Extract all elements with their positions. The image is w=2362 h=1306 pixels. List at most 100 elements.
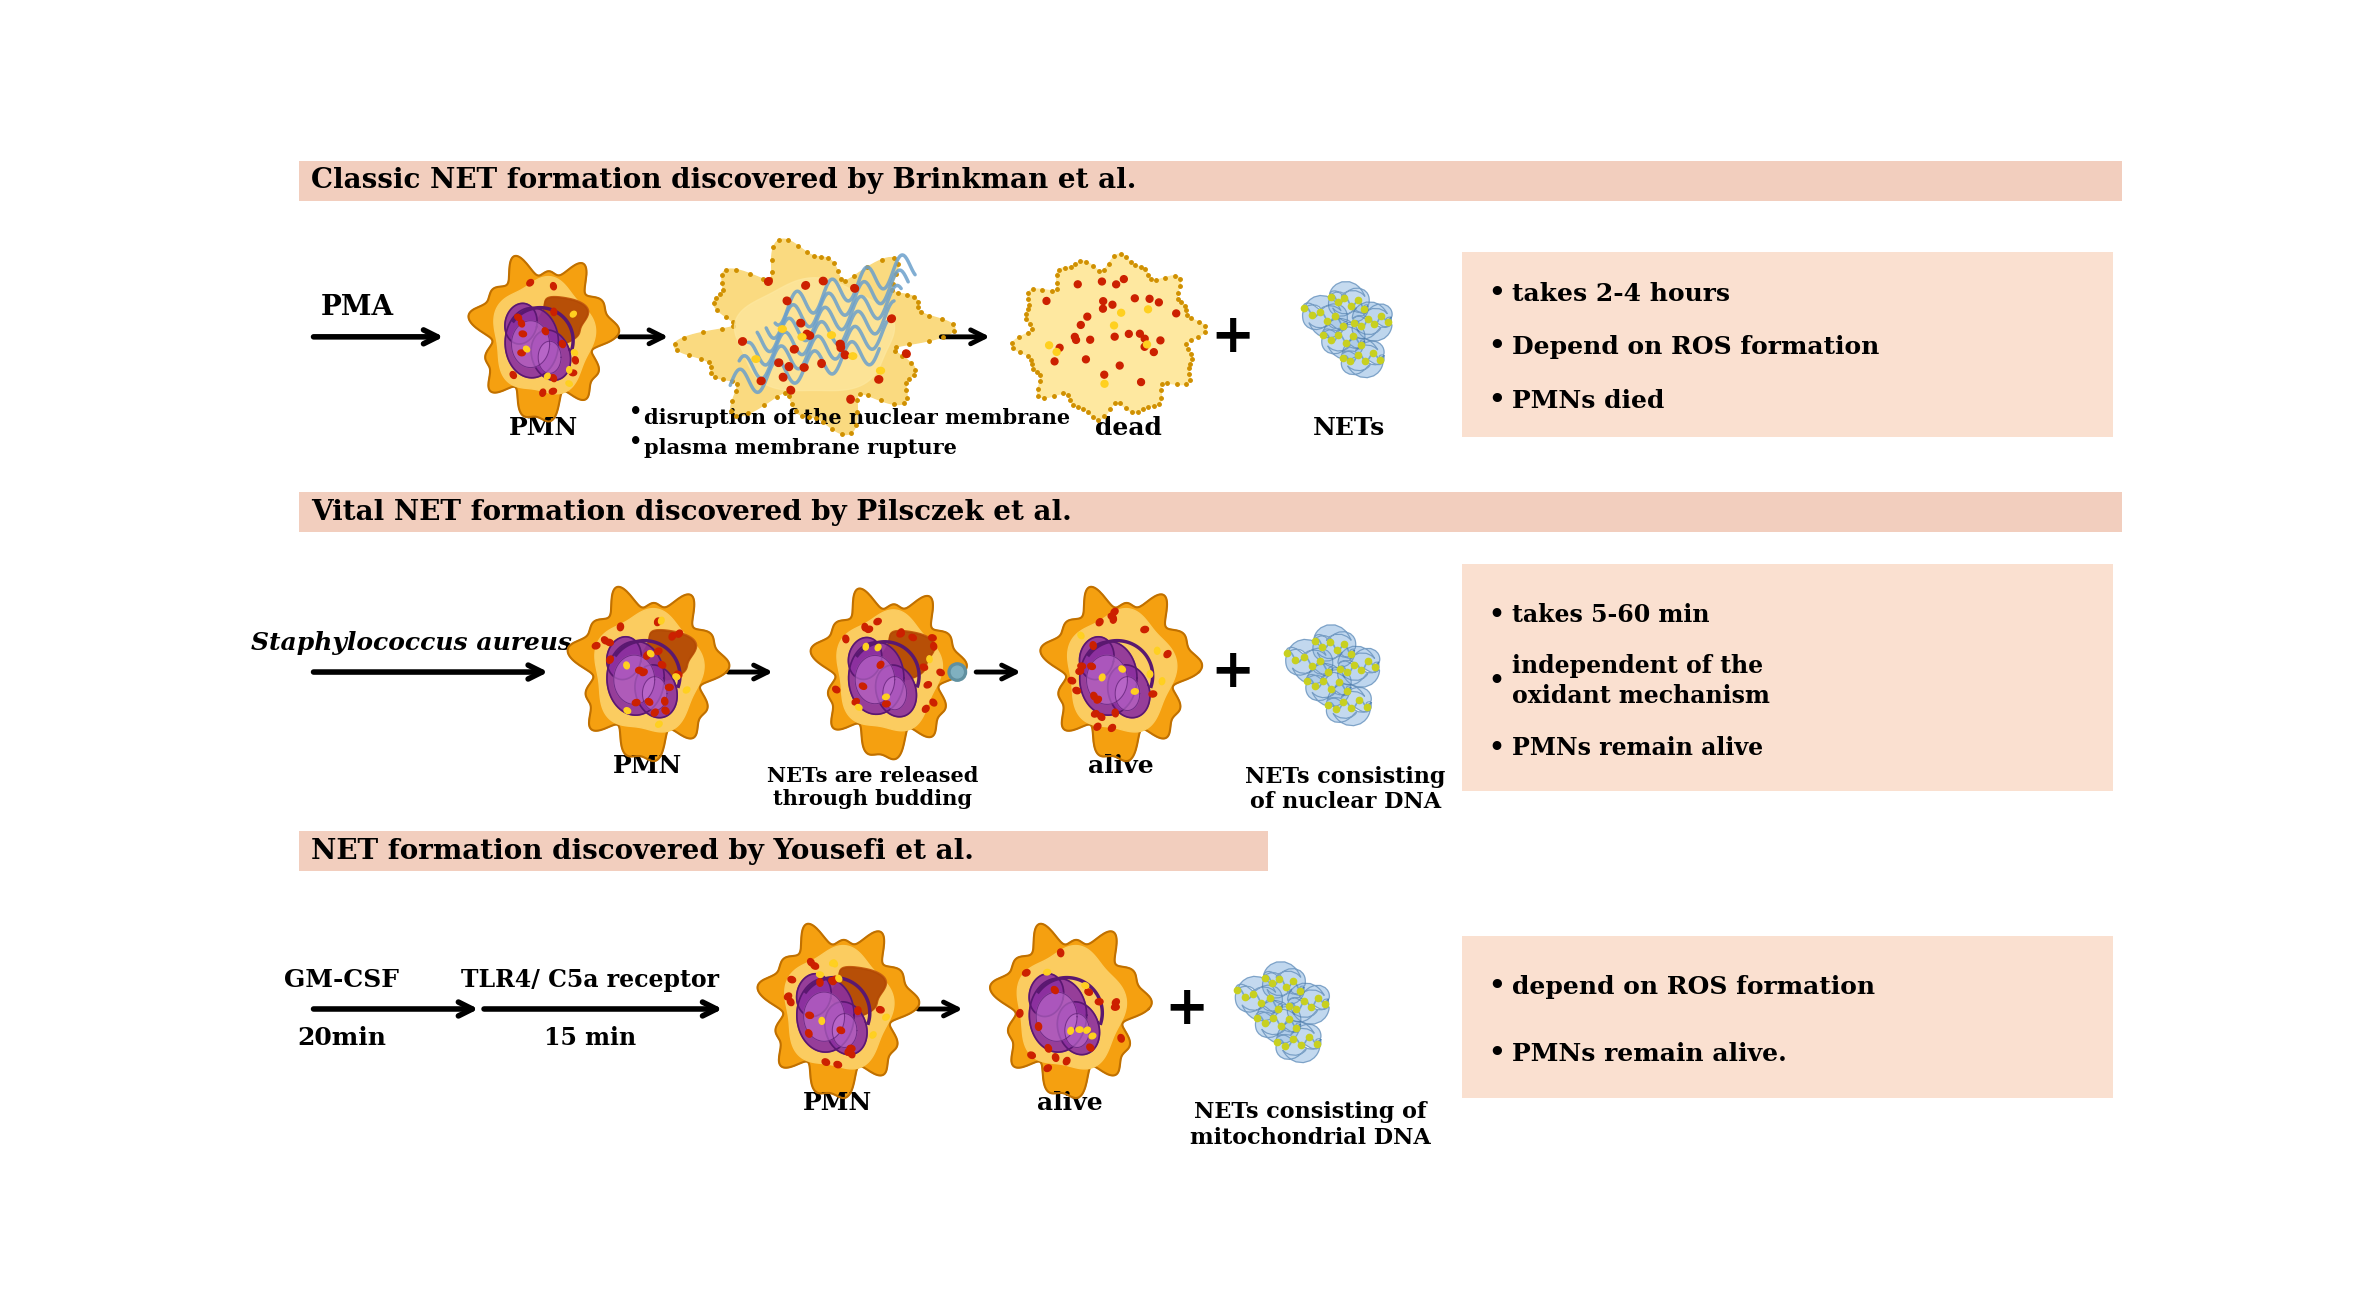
Ellipse shape [1146,306,1153,312]
Ellipse shape [836,1027,846,1033]
Text: depend on ROS formation: depend on ROS formation [1512,974,1875,999]
Ellipse shape [862,623,867,631]
Text: •: • [628,402,642,422]
Polygon shape [1285,640,1332,684]
Polygon shape [607,641,664,716]
Ellipse shape [798,334,805,340]
Text: •: • [1488,602,1505,627]
Ellipse shape [853,699,860,705]
Polygon shape [1011,255,1207,419]
Polygon shape [1351,302,1391,341]
Polygon shape [642,677,666,710]
Ellipse shape [1120,666,1124,673]
Ellipse shape [1077,632,1084,639]
Ellipse shape [546,374,550,379]
Ellipse shape [1077,321,1084,328]
Polygon shape [1327,684,1372,726]
Ellipse shape [676,629,683,637]
Ellipse shape [848,353,857,359]
Text: Depend on ROS formation: Depend on ROS formation [1512,336,1880,359]
Polygon shape [640,629,697,679]
Ellipse shape [647,650,654,657]
Ellipse shape [1068,1028,1072,1034]
Ellipse shape [666,684,673,691]
Polygon shape [595,609,704,731]
Text: Staphylococcus aureus: Staphylococcus aureus [250,631,572,654]
Ellipse shape [1101,306,1105,312]
Ellipse shape [843,635,848,643]
Ellipse shape [805,1029,813,1037]
Ellipse shape [931,643,938,650]
Ellipse shape [829,978,836,985]
Ellipse shape [739,338,746,345]
Ellipse shape [1044,969,1051,974]
Ellipse shape [520,330,527,337]
Ellipse shape [801,364,808,371]
Text: plasma membrane rupture: plasma membrane rupture [645,439,957,458]
Circle shape [947,663,966,682]
Text: 15 min: 15 min [543,1027,635,1050]
Ellipse shape [593,643,600,649]
Polygon shape [803,993,846,1041]
Ellipse shape [1075,281,1082,287]
Ellipse shape [1101,371,1108,379]
Ellipse shape [1089,663,1096,670]
Ellipse shape [924,705,928,712]
Polygon shape [1342,338,1384,377]
Polygon shape [505,303,536,343]
Text: •: • [1488,281,1505,307]
Ellipse shape [1174,310,1179,317]
Text: Classic NET formation discovered by Brinkman et al.: Classic NET formation discovered by Brin… [312,167,1136,195]
Ellipse shape [1113,999,1120,1006]
Polygon shape [1235,977,1283,1021]
Ellipse shape [550,282,557,290]
Text: alive: alive [1089,754,1153,778]
Ellipse shape [864,626,872,632]
Polygon shape [468,256,619,422]
Polygon shape [673,239,954,435]
Ellipse shape [520,320,524,326]
Ellipse shape [1044,298,1049,304]
Ellipse shape [1084,313,1091,320]
Ellipse shape [1110,609,1117,615]
Ellipse shape [1117,362,1124,370]
Ellipse shape [860,683,867,690]
Ellipse shape [1053,349,1061,355]
Polygon shape [881,631,935,679]
Ellipse shape [1131,688,1138,695]
Text: dead: dead [1096,415,1162,440]
Ellipse shape [661,697,668,705]
Polygon shape [536,298,588,343]
Ellipse shape [1101,380,1108,387]
FancyBboxPatch shape [300,831,1268,871]
Ellipse shape [1117,310,1124,316]
Ellipse shape [1113,281,1120,287]
Text: NETs consisting of
mitochondrial DNA: NETs consisting of mitochondrial DNA [1190,1101,1431,1149]
Ellipse shape [515,315,522,320]
Ellipse shape [810,963,820,969]
Polygon shape [494,277,595,394]
Ellipse shape [862,644,869,650]
Ellipse shape [1072,333,1079,341]
FancyBboxPatch shape [1462,936,2112,1097]
Ellipse shape [645,652,650,660]
Polygon shape [1030,978,1087,1053]
Ellipse shape [1089,1033,1096,1038]
Ellipse shape [876,661,883,669]
Polygon shape [824,1002,867,1055]
Ellipse shape [635,667,642,674]
Ellipse shape [616,623,624,631]
Text: PMN: PMN [803,1091,872,1115]
Ellipse shape [1084,989,1091,995]
Text: PMN: PMN [508,415,579,440]
Ellipse shape [1053,1054,1058,1062]
Ellipse shape [1141,343,1148,350]
Ellipse shape [510,372,517,379]
Text: NETs consisting
of nuclear DNA: NETs consisting of nuclear DNA [1245,767,1446,814]
Ellipse shape [883,1015,888,1020]
Text: independent of the
oxidant mechanism: independent of the oxidant mechanism [1512,654,1769,708]
Ellipse shape [1157,337,1164,343]
Ellipse shape [841,351,848,359]
Polygon shape [1313,626,1356,667]
Ellipse shape [668,632,676,640]
